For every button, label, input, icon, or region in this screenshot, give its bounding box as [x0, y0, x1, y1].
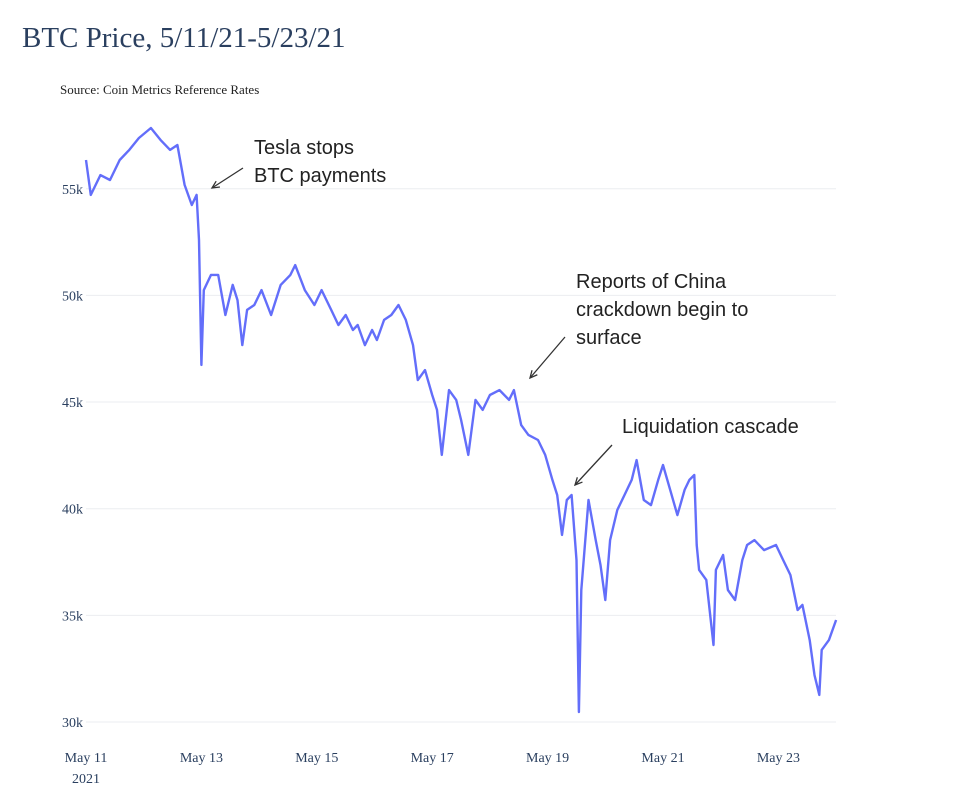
x-tick-label: May 11 — [65, 751, 108, 766]
annotation-arrow — [529, 336, 566, 379]
chart-subtitle: Source: Coin Metrics Reference Rates — [60, 82, 260, 97]
arrowhead-icon — [573, 477, 583, 487]
annotation: Liquidation cascade — [573, 416, 799, 487]
y-tick-label: 30k — [62, 716, 83, 731]
y-axis-ticks: 30k 35k 40k 45k 50k 55k — [62, 183, 83, 731]
y-tick-label: 40k — [62, 503, 83, 518]
annotation-text: Reports of China — [576, 271, 727, 293]
annotation-arrow — [574, 444, 613, 486]
chart-title: BTC Price, 5/11/21-5/23/21 — [22, 22, 346, 54]
annotation-text: Liquidation cascade — [622, 416, 799, 438]
x-tick-label: May 23 — [757, 751, 800, 766]
y-tick-label: 55k — [62, 183, 83, 198]
x-tick-label: May 21 — [641, 751, 684, 766]
price-line — [84, 126, 838, 714]
x-tick-label: May 19 — [526, 751, 569, 766]
x-tick-year-label: 2021 — [72, 772, 100, 787]
x-tick-label: May 17 — [411, 751, 454, 766]
annotation: Tesla stops BTC payments — [210, 137, 386, 189]
x-tick-label: May 13 — [180, 751, 223, 766]
annotation-arrow — [211, 167, 244, 189]
annotation-text: crackdown begin to — [576, 299, 748, 321]
annotation-text: Tesla stops — [254, 137, 354, 159]
y-tick-label: 35k — [62, 609, 83, 624]
annotation: Reports of China crackdown begin to surfac… — [529, 271, 748, 380]
annotation-text: BTC payments — [254, 165, 386, 187]
annotation-text: surface — [576, 327, 642, 349]
x-tick-label: May 15 — [295, 751, 338, 766]
y-tick-label: 50k — [62, 289, 83, 304]
y-tick-label: 45k — [62, 396, 83, 411]
arrowhead-icon — [210, 180, 221, 189]
annotations: Tesla stops BTC payments Reports of China c… — [210, 137, 799, 487]
arrowhead-icon — [529, 370, 538, 380]
x-axis-ticks: May 11 2021 May 13 May 15 May 17 May 19 May 21… — [65, 751, 800, 787]
